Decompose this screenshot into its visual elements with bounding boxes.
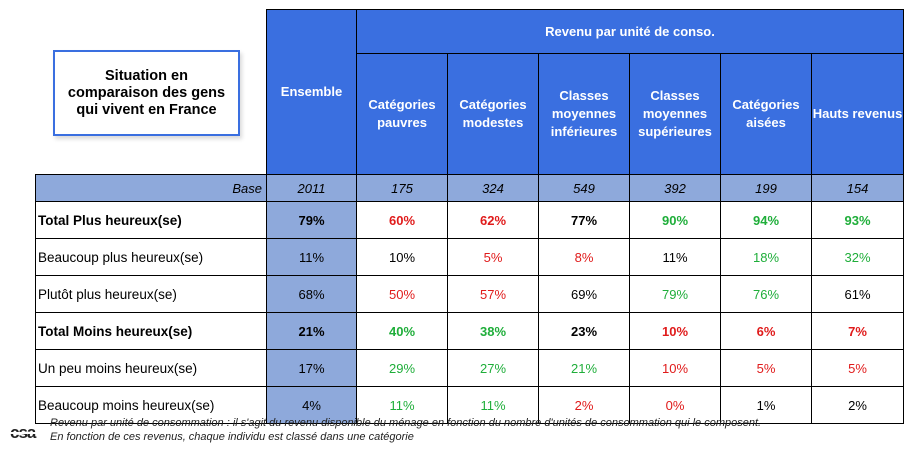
cell-value: 23% [538, 312, 630, 350]
cell-ensemble: 4% [266, 386, 357, 424]
cell-value: 50% [356, 275, 448, 313]
footnote: Revenu par unité de consommation : il s'… [50, 416, 761, 444]
cell-value: 76% [720, 275, 812, 313]
base-value: 2011 [266, 174, 357, 202]
results-table: Ensemble Revenu par unité de conso. Caté… [35, 9, 904, 424]
title-box: Situation en comparaison des gens qui vi… [53, 50, 240, 136]
cell-value: 32% [811, 238, 904, 276]
table-row: Plutôt plus heureux(se) 68% 50% 57% 69% 79% 76… [35, 275, 904, 313]
cell-value: 61% [811, 275, 904, 313]
table-row: Beaucoup moins heureux(se) 4% 11% 11% 2% 0% 1%… [35, 386, 904, 424]
row-label: Total Plus heureux(se) [35, 201, 267, 239]
base-value: 175 [356, 174, 448, 202]
table-row: Beaucoup plus heureux(se) 11% 10% 5% 8% 11% 18… [35, 238, 904, 276]
cell-value: 1% [720, 386, 812, 424]
cell-ensemble: 68% [266, 275, 357, 313]
cell-value: 8% [538, 238, 630, 276]
row-label: Plutôt plus heureux(se) [35, 275, 267, 313]
cell-value: 21% [538, 349, 630, 387]
base-label: Base [35, 174, 267, 202]
cell-value: 60% [356, 201, 448, 239]
cell-value: 7% [811, 312, 904, 350]
cell-value: 77% [538, 201, 630, 239]
table-row: Total Plus heureux(se) 79% 60% 62% 77% 90% 94%… [35, 201, 904, 239]
cell-value: 2% [811, 386, 904, 424]
cell-value: 2% [538, 386, 630, 424]
row-label: Total Moins heureux(se) [35, 312, 267, 350]
header-revenu-group: Revenu par unité de conso. [356, 9, 904, 54]
header-col-5: Catégories aisées [720, 53, 812, 175]
cell-value: 10% [629, 312, 721, 350]
base-value: 324 [447, 174, 539, 202]
cell-value: 18% [720, 238, 812, 276]
row-label: Beaucoup plus heureux(se) [35, 238, 267, 276]
cell-value: 40% [356, 312, 448, 350]
cell-value: 10% [356, 238, 448, 276]
row-label: Un peu moins heureux(se) [35, 349, 267, 387]
cell-ensemble: 79% [266, 201, 357, 239]
base-value: 392 [629, 174, 721, 202]
table-row: Un peu moins heureux(se) 17% 29% 27% 21% 10% 5… [35, 349, 904, 387]
base-value: 154 [811, 174, 904, 202]
footnote-line-1: Revenu par unité de consommation : il s'… [50, 417, 762, 429]
cell-value: 90% [629, 201, 721, 239]
cell-value: 57% [447, 275, 539, 313]
base-value: 199 [720, 174, 812, 202]
cell-value: 11% [447, 386, 539, 424]
cell-value: 27% [447, 349, 539, 387]
cell-ensemble: 11% [266, 238, 357, 276]
cell-value: 10% [629, 349, 721, 387]
cell-value: 5% [447, 238, 539, 276]
cell-value: 11% [356, 386, 448, 424]
header-col-4: Classes moyennes supérieures [629, 53, 721, 175]
cell-ensemble: 17% [266, 349, 357, 387]
cell-value: 5% [720, 349, 812, 387]
cell-value: 11% [629, 238, 721, 276]
header-col-1: Catégories pauvres [356, 53, 448, 175]
cell-value: 5% [811, 349, 904, 387]
cell-ensemble: 21% [266, 312, 357, 350]
csa-logo: csa [7, 423, 38, 442]
header-col-2: Catégories modestes [447, 53, 539, 175]
row-label: Beaucoup moins heureux(se) [35, 386, 267, 424]
cell-value: 62% [447, 201, 539, 239]
cell-value: 6% [720, 312, 812, 350]
table-row: Total Moins heureux(se) 21% 40% 38% 23% 10% 6%… [35, 312, 904, 350]
footnote-line-2: En fonction de ces revenus, chaque indiv… [50, 431, 414, 443]
cell-value: 69% [538, 275, 630, 313]
cell-value: 94% [720, 201, 812, 239]
base-value: 549 [538, 174, 630, 202]
cell-value: 79% [629, 275, 721, 313]
header-col-3: Classes moyennes inférieures [538, 53, 630, 175]
base-row: Base 2011 175 324 549 392 199 154 [35, 174, 904, 202]
header-ensemble: Ensemble [266, 9, 357, 175]
cell-value: 29% [356, 349, 448, 387]
header-col-6: Hauts revenus [811, 53, 904, 175]
cell-value: 38% [447, 312, 539, 350]
cell-value: 93% [811, 201, 904, 239]
